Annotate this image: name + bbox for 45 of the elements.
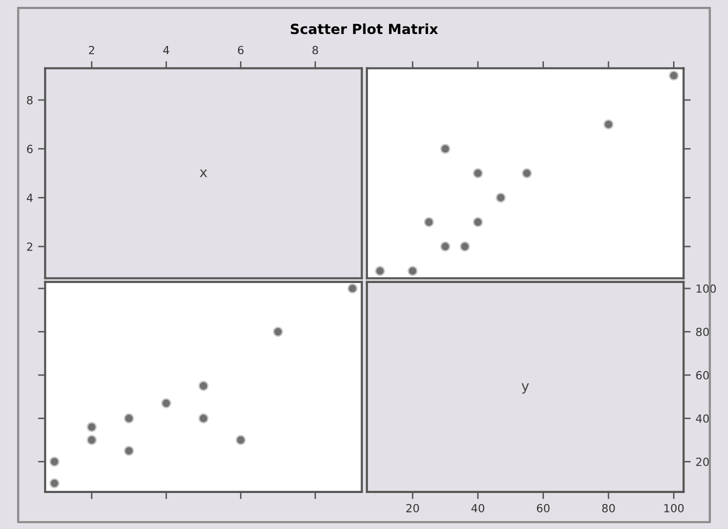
point <box>472 217 483 228</box>
x-tick-label: 80 <box>602 504 615 512</box>
point <box>440 241 450 252</box>
y2-tick-label: 40 <box>696 414 709 423</box>
point <box>161 398 172 408</box>
annotation: y <box>522 383 529 394</box>
point <box>472 168 483 178</box>
y2-tick-label: 20 <box>696 458 709 466</box>
point <box>272 326 284 337</box>
point <box>668 70 679 81</box>
point <box>522 168 532 178</box>
x-tick-label: 4 <box>163 46 170 54</box>
y-tick-label: 8 <box>27 96 33 104</box>
y2-tick-label: 60 <box>696 371 709 380</box>
point <box>124 413 134 424</box>
point <box>49 478 60 488</box>
point <box>374 266 386 276</box>
y2-tick-label: 100 <box>696 284 716 293</box>
x-tick-label: 6 <box>238 46 244 54</box>
point <box>603 119 614 130</box>
point <box>460 241 470 252</box>
y-tick-label: 6 <box>27 144 33 154</box>
point <box>124 446 134 456</box>
y-tick-label: 4 <box>26 194 33 202</box>
point <box>49 456 60 467</box>
x-tick-label: 60 <box>536 504 550 512</box>
y2-tick-label: 80 <box>696 328 709 336</box>
point <box>198 380 209 391</box>
chart-title: Scatter Plot Matrix <box>290 23 438 34</box>
point <box>198 413 209 424</box>
point <box>86 422 97 432</box>
y-tick-label: 2 <box>27 242 32 251</box>
point <box>408 266 418 276</box>
point <box>440 144 450 154</box>
x-tick-label: 2 <box>88 46 94 54</box>
point <box>496 192 506 203</box>
point <box>424 217 434 228</box>
point <box>347 283 358 294</box>
x-tick-label: 20 <box>406 504 419 512</box>
x-tick-label: 100 <box>664 504 684 512</box>
annotation: x <box>200 169 208 178</box>
x-tick-label: 8 <box>312 46 318 54</box>
x-tick-label: 40 <box>471 504 484 512</box>
point <box>236 434 246 446</box>
point <box>86 434 97 446</box>
